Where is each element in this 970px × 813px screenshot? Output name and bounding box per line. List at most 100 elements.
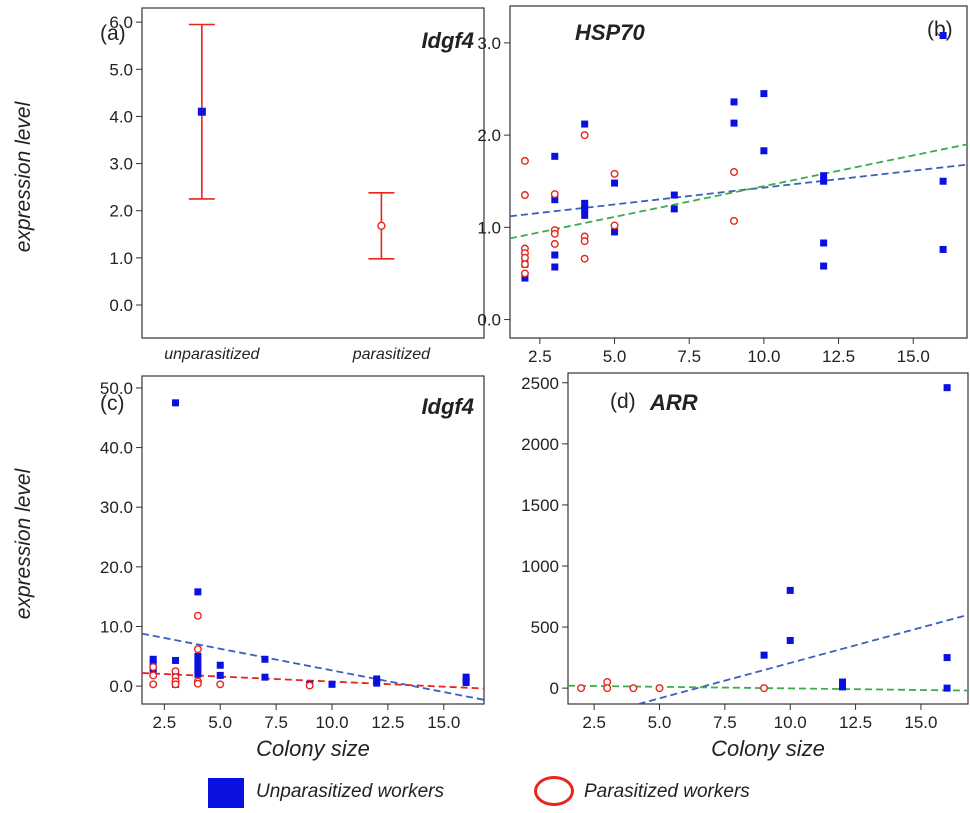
panel-3-ytick-label: 20.0 [100, 558, 133, 577]
panel-2-point-unparasitized [820, 239, 828, 247]
panel-2-point-parasitized [610, 169, 619, 178]
legend: Unparasitized workers Parasitized worker… [0, 770, 970, 813]
panel-3-trendline-blue [142, 632, 484, 701]
panel-4-point-unparasitized [943, 384, 951, 392]
panel-2-gene-title: HSP70 [575, 20, 645, 45]
panel-2-trendline-green [510, 143, 967, 240]
panel-3-point-unparasitized [373, 679, 381, 687]
panel-3-ytick-label: 0.0 [109, 677, 133, 696]
panel-4-point-parasitized [760, 684, 769, 693]
panel-2-point-parasitized [730, 216, 739, 225]
panel-3-xtick-label: 5.0 [208, 713, 232, 732]
panel-2-point-parasitized [730, 167, 739, 176]
panel-2-point-unparasitized [730, 119, 738, 127]
panel-3-point-unparasitized [261, 673, 269, 681]
panel-4-point-unparasitized [943, 684, 951, 692]
panel-2-trendline-blue [510, 163, 967, 218]
panel-2-point-unparasitized [581, 199, 589, 207]
panel-4-letter: (d) [610, 390, 636, 413]
panel-2-point-parasitized [610, 221, 619, 230]
panel-3-point-unparasitized [172, 656, 180, 664]
panel-2-point-unparasitized [521, 274, 529, 282]
panel-2-point-parasitized [580, 237, 589, 246]
panel-2-point-parasitized [520, 156, 529, 165]
panel-3-xtick-label: 7.5 [264, 713, 288, 732]
panel-1-ytick-label: 5.0 [109, 60, 133, 79]
panel-3-point-unparasitized [194, 658, 202, 666]
panel-2-point-unparasitized [760, 147, 768, 155]
panel-2-xtick-label: 7.5 [677, 347, 701, 366]
panel-2-point-parasitized [520, 253, 529, 262]
panel-2-point-parasitized [520, 191, 529, 200]
panel-2-point-parasitized [550, 239, 559, 248]
panel-2-point-unparasitized [581, 120, 589, 128]
panel-3-point-unparasitized [216, 671, 224, 679]
panel-1-letter: (a) [100, 22, 126, 45]
panel-3-point-parasitized [305, 681, 314, 690]
panel-2-point-unparasitized [820, 177, 828, 185]
panel-3-point-parasitized [149, 680, 158, 689]
panel-3-point-unparasitized [149, 655, 157, 663]
panel-2-xtick-label: 2.5 [528, 347, 552, 366]
panel-2-xtick-label: 10.0 [747, 347, 780, 366]
panel-1-frame [141, 7, 485, 339]
panel-2-xtick-label: 12.5 [822, 347, 855, 366]
panel-1-ytick-label: 4.0 [109, 107, 133, 126]
panel-3-point-parasitized [216, 680, 225, 689]
panel-3-point-unparasitized [194, 652, 202, 660]
legend-label-parasitized: Parasitized workers [584, 781, 750, 802]
panel-3-xtick-label: 2.5 [153, 713, 177, 732]
panel-4-point-unparasitized [760, 651, 768, 659]
panel-1-ytick-label: 1.0 [109, 249, 133, 268]
panel-4-point-unparasitized [786, 636, 794, 644]
panel-3-point-unparasitized [172, 399, 180, 407]
panel-2-ytick-label: 1.0 [477, 218, 501, 237]
panel-2-point-parasitized [550, 190, 559, 199]
panel-4-point-unparasitized [839, 683, 847, 691]
panel-2-point-unparasitized [730, 98, 738, 106]
panel-2-point-unparasitized [551, 263, 559, 271]
panel-4-ytick-label: 0 [550, 679, 559, 698]
legend-square-swatch [208, 778, 244, 808]
panel-3-xtick-label: 10.0 [315, 713, 348, 732]
panel-1-mean-point-parasitized [377, 221, 386, 231]
panel-4-point-parasitized [655, 684, 664, 693]
panel-3-frame [141, 375, 485, 705]
panel-4-trendline-blue [638, 613, 968, 704]
panel-3-ylabel: expression level [12, 467, 35, 619]
panel-3-ytick-label: 40.0 [100, 439, 133, 458]
panel-1-ytick-label: 3.0 [109, 155, 133, 174]
panel-2-point-unparasitized [670, 205, 678, 213]
panel-1-ytick-label: 6.0 [109, 13, 133, 32]
panel-4-point-parasitized [577, 684, 586, 693]
panel-3-gene-title: Idgf4 [421, 394, 474, 419]
panel-3-point-unparasitized [149, 667, 157, 675]
panel-3-point-unparasitized [216, 661, 224, 669]
panel-3-ytick-label: 50.0 [100, 379, 133, 398]
panel-4-ytick-label: 1000 [521, 557, 559, 576]
panel-2-point-unparasitized [611, 179, 619, 187]
panel-4-frame [567, 372, 969, 705]
panel-3-letter: (c) [100, 392, 125, 415]
panel-4-xtick-label: 12.5 [839, 713, 872, 732]
panel-3-point-unparasitized [261, 655, 269, 663]
panel-1-category-label: parasitized [352, 346, 431, 363]
panel-4-xtick-label: 7.5 [713, 713, 737, 732]
legend-label-unparasitized: Unparasitized workers [256, 781, 444, 802]
panel-3-xtick-label: 15.0 [427, 713, 460, 732]
panel-3-point-parasitized [149, 671, 158, 680]
panel-4-ytick-label: 2000 [521, 435, 559, 454]
panel-4-xlabel: Colony size [711, 736, 825, 761]
panel-3-point-parasitized [193, 611, 202, 620]
panel-1-gene-title: Idgf4 [421, 28, 474, 53]
panel-2-point-unparasitized [820, 172, 828, 180]
panel-1-mean-point-unparasitized [197, 107, 206, 116]
panel-4-point-parasitized [603, 684, 612, 693]
panel-3-point-unparasitized [194, 664, 202, 672]
panel-3-point-unparasitized [462, 679, 470, 687]
panel-4-point-parasitized [629, 684, 638, 693]
panel-2-point-parasitized [520, 269, 529, 278]
panel-2-point-unparasitized [611, 228, 619, 236]
panel-3-point-unparasitized [373, 675, 381, 683]
